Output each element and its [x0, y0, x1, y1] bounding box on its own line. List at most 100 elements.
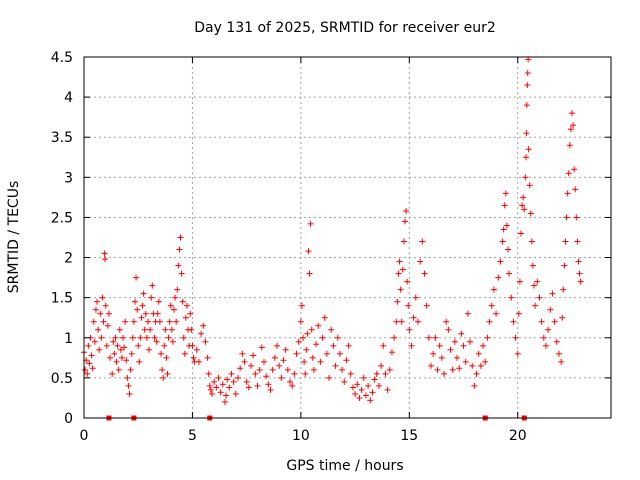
data-point	[347, 370, 354, 377]
data-point	[486, 318, 493, 325]
data-point	[116, 326, 123, 333]
data-point	[555, 350, 562, 357]
data-point	[525, 146, 532, 153]
data-point	[241, 358, 248, 365]
data-point	[86, 360, 93, 367]
data-point	[127, 366, 134, 373]
data-point	[547, 306, 554, 313]
data-point	[263, 373, 270, 380]
data-point	[307, 220, 314, 227]
data-point	[250, 352, 257, 359]
data-point	[124, 374, 131, 381]
data-point	[213, 384, 220, 391]
data-point	[576, 270, 583, 277]
data-point	[386, 366, 393, 373]
data-point	[184, 302, 191, 309]
data-point	[101, 250, 108, 257]
data-point	[178, 270, 185, 277]
data-point	[404, 278, 411, 285]
data-point	[148, 294, 155, 301]
data-point	[85, 342, 92, 349]
data-point	[120, 334, 127, 341]
data-point	[393, 318, 400, 325]
data-point	[467, 338, 474, 345]
data-point	[206, 382, 213, 389]
data-point	[118, 354, 125, 361]
data-point	[282, 346, 289, 353]
data-point	[403, 208, 410, 215]
data-point	[490, 286, 497, 293]
data-point	[378, 362, 385, 369]
data-point	[313, 341, 320, 348]
data-point	[91, 338, 98, 345]
data-point	[168, 326, 175, 333]
data-point	[388, 349, 395, 356]
data-point	[189, 342, 196, 349]
data-point	[515, 310, 522, 317]
data-point	[454, 354, 461, 361]
data-point	[137, 334, 144, 341]
data-point	[159, 366, 166, 373]
data-point	[110, 338, 117, 345]
data-point	[394, 298, 401, 305]
data-point	[193, 346, 200, 353]
data-point	[149, 282, 156, 289]
data-point	[297, 318, 304, 325]
data-point	[126, 390, 133, 397]
data-point	[174, 286, 181, 293]
data-point	[436, 342, 443, 349]
data-point	[234, 374, 241, 381]
data-point	[574, 238, 581, 245]
data-point	[125, 382, 132, 389]
x-tick-label: 20	[509, 428, 527, 444]
data-point	[536, 294, 543, 301]
data-point	[308, 326, 315, 333]
data-point	[497, 258, 504, 265]
y-tick-label: 2.5	[51, 210, 73, 226]
data-point	[460, 342, 467, 349]
chart-title: Day 131 of 2025, SRMTID for receiver eur…	[194, 20, 496, 36]
data-point	[173, 318, 180, 325]
data-point	[343, 357, 350, 364]
data-point	[365, 382, 372, 389]
data-point	[151, 334, 158, 341]
data-point	[360, 374, 367, 381]
data-point	[500, 226, 507, 233]
data-point	[89, 365, 96, 372]
y-tick-label: 1	[64, 331, 73, 347]
data-point	[516, 278, 523, 285]
data-point	[276, 362, 283, 369]
data-point	[175, 262, 182, 269]
data-point	[517, 230, 524, 237]
data-point	[256, 366, 263, 373]
data-point	[503, 222, 510, 229]
data-point	[482, 358, 489, 365]
data-point	[559, 314, 566, 321]
y-tick-label: 3	[64, 170, 73, 186]
data-point	[462, 358, 469, 365]
data-point	[217, 389, 224, 396]
data-point	[157, 350, 164, 357]
data-point	[464, 310, 471, 317]
data-point	[484, 334, 491, 341]
data-point	[95, 326, 102, 333]
data-point	[166, 318, 173, 325]
data-point	[103, 342, 110, 349]
data-point	[239, 350, 246, 357]
data-point	[136, 358, 143, 365]
data-point	[269, 366, 276, 373]
data-point	[501, 202, 508, 209]
data-point	[100, 318, 107, 325]
data-point	[570, 122, 577, 129]
data-point	[449, 366, 456, 373]
data-point	[82, 366, 89, 373]
data-point	[401, 218, 408, 225]
data-point	[198, 330, 205, 337]
data-point	[524, 82, 531, 89]
data-point	[156, 318, 163, 325]
y-tick-label: 3.5	[51, 130, 73, 146]
data-point	[104, 322, 111, 329]
data-point	[129, 334, 136, 341]
data-point	[171, 306, 178, 313]
data-point	[142, 310, 149, 317]
